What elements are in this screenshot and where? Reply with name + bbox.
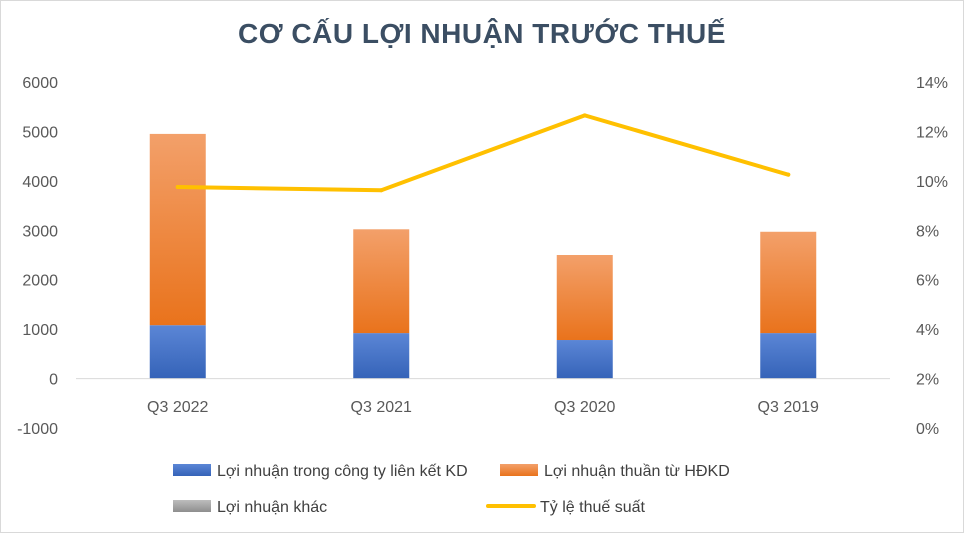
y-left-tick-label: 5000 bbox=[22, 124, 58, 141]
legend-swatch bbox=[173, 500, 211, 512]
y-left-tick-label: -1000 bbox=[17, 421, 58, 438]
legend-swatch bbox=[173, 464, 211, 476]
y-right-tick-label: 2% bbox=[916, 372, 939, 389]
y-right-tick-label: 14% bbox=[916, 75, 948, 92]
rate-line bbox=[175, 113, 791, 193]
bar-segment bbox=[556, 340, 613, 379]
y-left-tick-label: 0 bbox=[49, 372, 58, 389]
bar-segment bbox=[760, 333, 817, 379]
bar-segment bbox=[353, 229, 410, 334]
rate-point bbox=[175, 185, 180, 190]
legend-label: Lợi nhuận trong công ty liên kết KD bbox=[217, 463, 468, 480]
bar-segment bbox=[760, 231, 817, 334]
bar-segment bbox=[149, 133, 206, 326]
x-tick-label: Q3 2020 bbox=[554, 399, 615, 416]
rate-point bbox=[582, 113, 587, 118]
y-left-tick-label: 2000 bbox=[22, 273, 58, 290]
y-right-tick-label: 8% bbox=[916, 223, 939, 240]
rate-point bbox=[379, 188, 384, 193]
x-tick-label: Q3 2019 bbox=[758, 399, 819, 416]
y-right-tick-label: 0% bbox=[916, 421, 939, 438]
y-left-tick-label: 3000 bbox=[22, 223, 58, 240]
y-right-tick-label: 4% bbox=[916, 322, 939, 339]
legend-label: Tỷ lệ thuế suất bbox=[540, 499, 646, 516]
chart-title: CƠ CẤU LỢI NHUẬN TRƯỚC THUẾ bbox=[238, 18, 726, 49]
y-left-tick-label: 6000 bbox=[22, 75, 58, 92]
legend-swatch bbox=[500, 464, 538, 476]
y-right-tick-label: 12% bbox=[916, 124, 948, 141]
y-left-tick-label: 4000 bbox=[22, 174, 58, 191]
bar-segment bbox=[149, 325, 206, 379]
x-tick-label: Q3 2022 bbox=[147, 399, 208, 416]
y-right-tick-label: 6% bbox=[916, 273, 939, 290]
y-right-tick-label: 10% bbox=[916, 174, 948, 191]
rate-point bbox=[786, 172, 791, 177]
legend-label: Lợi nhuận thuần từ HĐKD bbox=[544, 463, 730, 480]
legend-label: Lợi nhuận khác bbox=[217, 499, 327, 516]
bar-segment bbox=[556, 255, 613, 341]
x-tick-label: Q3 2021 bbox=[351, 399, 412, 416]
bar-segment bbox=[353, 333, 410, 379]
y-left-tick-label: 1000 bbox=[22, 322, 58, 339]
